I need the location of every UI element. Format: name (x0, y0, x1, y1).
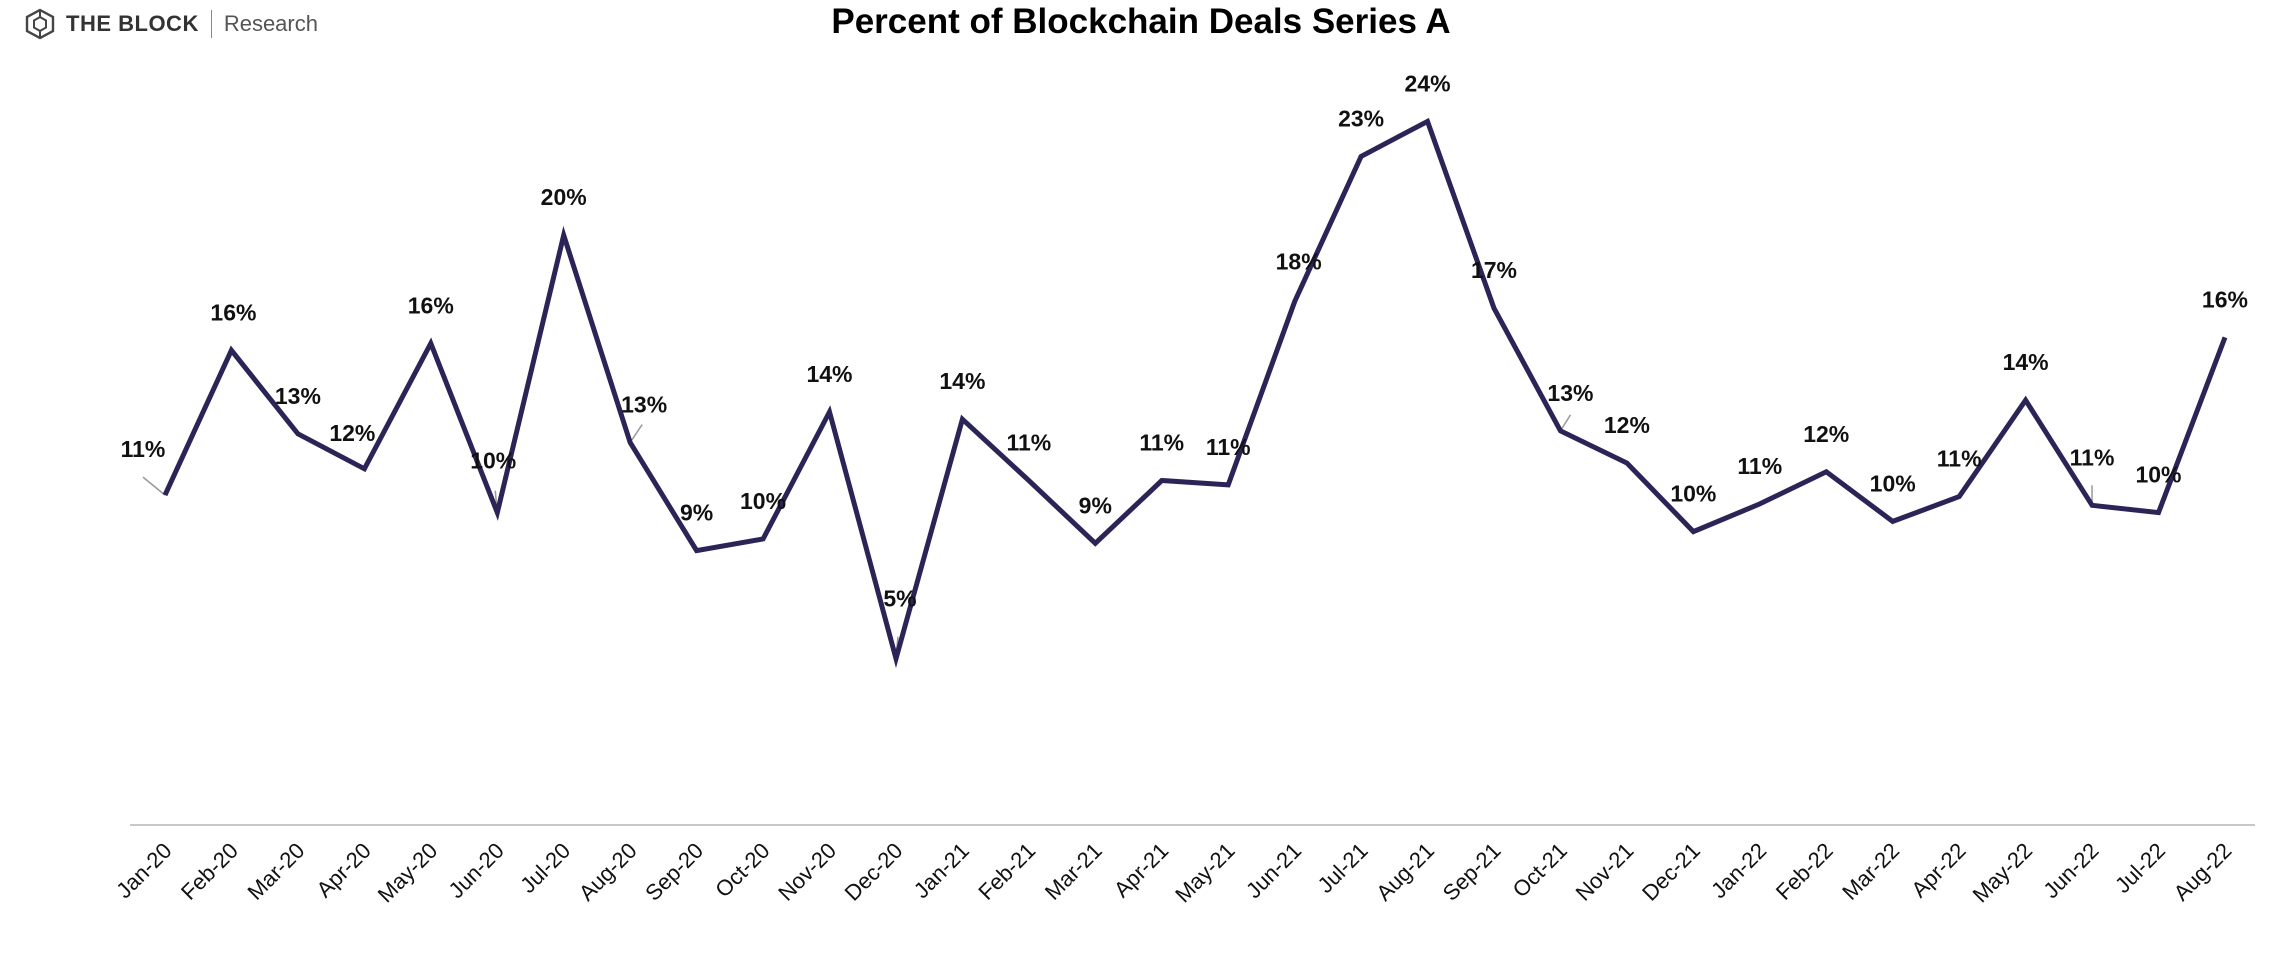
data-label: 12% (1803, 421, 1849, 447)
x-tick-label: May-20 (373, 838, 443, 908)
series-line (162, 117, 2228, 669)
x-tick-label: Nov-21 (1571, 838, 1639, 906)
data-label: 18% (1276, 249, 1322, 275)
label-leader-line (629, 424, 643, 443)
x-tick-label: Oct-21 (1508, 838, 1572, 902)
x-tick-label: Apr-22 (1906, 838, 1970, 902)
data-label: 12% (329, 420, 375, 446)
x-tick-label: Jan-20 (111, 838, 176, 903)
x-tick-label: Nov-20 (773, 838, 841, 906)
data-label: 10% (1870, 470, 1916, 496)
x-tick-label: Jan-21 (909, 838, 974, 903)
x-tick-label: May-21 (1170, 838, 1240, 908)
data-label: 14% (806, 361, 852, 387)
brand-subtitle: Research (223, 11, 318, 36)
x-tick-label: Mar-21 (1040, 838, 1107, 905)
data-label: 11% (121, 436, 166, 462)
data-label: 10% (1670, 481, 1716, 507)
data-label: 24% (1405, 70, 1451, 96)
x-tick-label: Apr-20 (312, 838, 376, 902)
x-tick-label: Jun-21 (1241, 838, 1306, 903)
x-tick-label: Jun-20 (444, 838, 509, 903)
x-tick-label: Apr-21 (1109, 838, 1173, 902)
brand-separator (210, 10, 212, 38)
data-label: 9% (680, 500, 713, 526)
data-label: 11% (1206, 434, 1251, 460)
data-label: 16% (408, 292, 454, 318)
data-label: 11% (1737, 453, 1782, 479)
data-label: 10% (740, 488, 786, 514)
data-label: 13% (275, 383, 321, 409)
x-tick-label: Feb-21 (973, 838, 1040, 905)
brand-name: THE BLOCK (66, 11, 199, 36)
data-label: 9% (1079, 492, 1112, 518)
x-tick-label: Jan-22 (1706, 838, 1771, 903)
data-label: 5% (883, 586, 916, 612)
x-tick-label: Aug-22 (2169, 838, 2237, 906)
x-tick-label: May-22 (1968, 838, 2038, 908)
data-label: 16% (210, 299, 256, 325)
data-label: 13% (1547, 380, 1593, 406)
data-label: 10% (470, 448, 516, 474)
x-tick-label: Oct-20 (710, 838, 774, 902)
x-tick-label: Feb-22 (1771, 838, 1838, 905)
x-tick-label: Aug-21 (1371, 838, 1439, 906)
data-label: 11% (2070, 444, 2115, 470)
x-tick-label: Aug-20 (574, 838, 642, 906)
label-leader-line (142, 476, 166, 496)
data-label: 16% (2202, 286, 2248, 312)
chart-title: Percent of Blockchain Deals Series A (831, 2, 1451, 41)
data-label: 17% (1471, 257, 1517, 283)
x-tick-label: Jun-22 (2038, 838, 2103, 903)
data-label: 13% (621, 392, 667, 418)
x-tick-label: Jul-22 (2110, 838, 2170, 898)
data-label: 14% (939, 368, 985, 394)
data-label: 12% (1604, 412, 1650, 438)
x-tick-label: Mar-20 (242, 838, 309, 905)
x-tick-label: Sep-21 (1438, 838, 1506, 906)
data-label: 11% (1006, 430, 1051, 456)
data-label: 10% (2135, 462, 2181, 488)
brand: THE BLOCK Research (24, 6, 318, 42)
x-tick-label: Feb-20 (176, 838, 243, 905)
cube-logo-icon (25, 8, 55, 40)
data-label: 11% (1139, 430, 1184, 456)
data-label: 14% (2003, 349, 2049, 375)
x-tick-label: Mar-22 (1837, 838, 1904, 905)
label-leader-line (1559, 414, 1572, 432)
x-tick-label: Dec-20 (840, 838, 908, 906)
data-label: 23% (1338, 105, 1384, 131)
data-label: 11% (1937, 446, 1982, 472)
x-tick-label: Sep-20 (640, 838, 708, 906)
data-label: 20% (541, 184, 587, 210)
x-tick-label: Dec-21 (1637, 838, 1705, 906)
x-tick-label: Jul-21 (1313, 838, 1373, 898)
x-tick-label: Jul-20 (515, 838, 575, 898)
